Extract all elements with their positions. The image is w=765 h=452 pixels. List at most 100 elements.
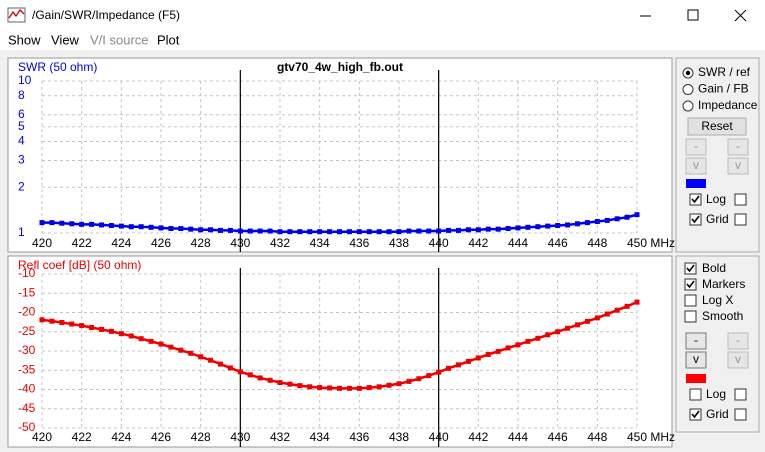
data-marker [446,227,452,233]
data-marker [525,224,531,230]
menu-item[interactable]: Plot [157,32,180,47]
data-marker [575,322,580,328]
checkbox[interactable] [684,310,697,323]
data-marker [267,377,273,383]
data-marker [188,226,194,232]
maximize-button[interactable] [687,9,699,21]
data-marker [178,347,184,353]
data-marker [198,227,204,233]
log-label: Log [706,192,726,206]
checkbox[interactable] [734,213,747,226]
small-button[interactable] [685,351,707,369]
data-marker [356,229,362,235]
small-button [727,138,749,156]
data-marker [99,326,104,332]
grid-label: Grid [706,407,729,421]
check-label: Markers [702,277,745,291]
x-tick-label: 446 [548,430,568,444]
data-marker [604,311,610,317]
data-marker [426,228,432,234]
checkmark [691,410,700,419]
checkbox[interactable] [684,294,697,307]
data-marker [198,354,204,360]
small-button [685,157,707,175]
data-marker [515,225,521,231]
data-marker [634,299,640,305]
data-marker [79,221,85,227]
radio-label: Gain / FB [698,82,749,96]
x-tick-label: 428 [191,430,211,444]
small-button [685,138,707,156]
small-button[interactable] [685,332,707,350]
checkbox[interactable] [734,408,747,421]
data-marker [545,332,551,338]
data-marker [118,223,124,229]
chart-title: gtv70_4w_high_fb.out [277,60,403,74]
data-marker [465,227,471,233]
data-marker [287,381,293,387]
x-tick-label: 432 [270,430,290,444]
checkmark [686,280,695,289]
y-tick-label: -40 [18,382,36,396]
data-marker [247,228,253,234]
data-marker [168,344,174,350]
y-tick-label: -10 [18,266,36,280]
data-marker [634,212,640,218]
data-marker [297,383,303,389]
reset-button-label: Reset [701,119,733,133]
checkmark [686,264,695,273]
check-label: Log X [702,293,733,307]
check-label: Bold [702,261,726,275]
checkmark [691,215,700,224]
checkbox[interactable] [734,388,747,401]
checkbox[interactable] [734,193,747,206]
data-marker [386,382,392,388]
data-marker [39,220,45,226]
data-marker [307,384,313,390]
checkbox[interactable] [689,388,702,401]
menu-item[interactable]: View [51,32,80,47]
data-marker [178,226,184,232]
radio-label: Impedance [698,98,758,112]
data-marker [69,221,75,227]
data-marker [49,318,55,324]
data-marker [396,229,402,235]
color-swatch[interactable] [686,374,706,383]
y-tick-label: -15 [18,285,36,299]
color-swatch[interactable] [686,179,706,188]
data-marker [148,224,154,230]
menu-item: V/I source [90,32,149,47]
radio[interactable] [682,100,694,112]
y-tick-label: -20 [18,305,36,319]
small-button [727,351,749,369]
log-label: Log [706,387,726,401]
data-marker [287,229,293,235]
data-marker [337,229,342,235]
x-tick-label: 436 [349,236,369,250]
x-tick-label: 420 [32,236,52,250]
data-marker [515,342,521,348]
close-button[interactable] [734,9,747,22]
x-tick-label: 424 [111,236,131,250]
data-marker [317,385,323,391]
data-marker [337,385,342,391]
y-tick-label: -30 [18,343,36,357]
x-tick-label: 446 [548,236,568,250]
data-marker [59,320,65,326]
data-marker [277,380,283,386]
radio[interactable] [682,84,694,95]
data-marker [327,385,333,391]
small-button-label: v [693,352,699,366]
data-marker [307,229,313,235]
window-title: /Gain/SWR/Impedance (F5) [32,8,180,22]
data-marker [604,217,610,223]
menu-item[interactable]: Show [8,32,41,47]
reset-button[interactable] [687,117,747,136]
data-marker [456,227,461,233]
data-marker [465,358,471,364]
y-axis-label: Refl coef [dB] (50 ohm) [18,258,141,272]
data-marker [416,228,422,234]
data-marker [158,225,164,231]
x-tick-label: 428 [191,236,211,250]
x-tick-label: 434 [310,430,330,444]
